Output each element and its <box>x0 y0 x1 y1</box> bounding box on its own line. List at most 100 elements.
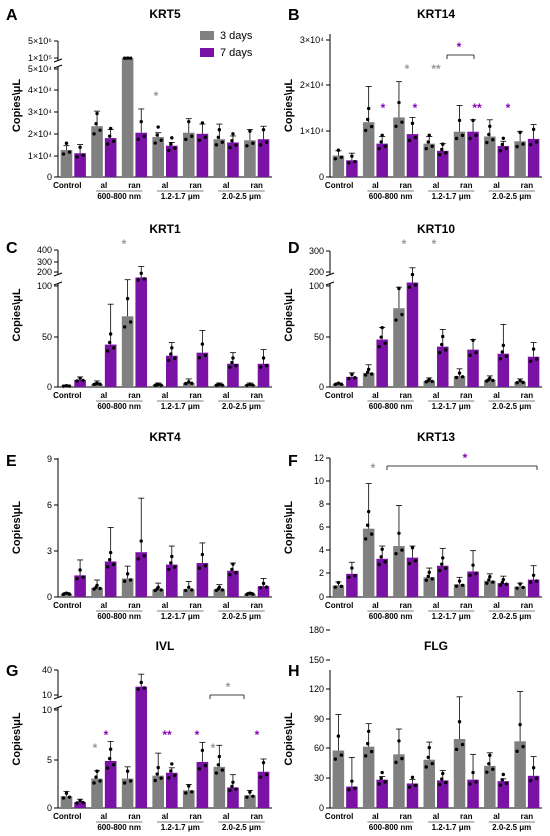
bar-3-days <box>91 126 103 177</box>
data-point <box>107 340 112 345</box>
bar-7-days <box>376 143 388 177</box>
axis-break-mark <box>53 695 63 700</box>
data-point <box>353 786 357 790</box>
data-point <box>485 770 489 774</box>
y-tick-label: 90 <box>314 714 324 724</box>
data-point <box>67 150 72 154</box>
significance-star: * <box>255 728 260 742</box>
data-point <box>264 363 269 368</box>
x-group-label: 600-800 nm <box>369 823 413 832</box>
data-point <box>397 739 401 743</box>
y-tick-label: 200 <box>37 267 52 277</box>
data-point <box>501 772 506 777</box>
data-point <box>248 382 252 387</box>
data-point <box>170 346 174 350</box>
data-point <box>122 579 127 583</box>
bar-7-days <box>135 132 148 177</box>
bar-3-days <box>91 778 103 808</box>
legend-label: 3 days <box>220 30 253 42</box>
bar-3-days <box>332 750 345 808</box>
bar-7-days <box>227 787 239 808</box>
x-tick-label: al <box>493 812 500 821</box>
y-tick-label: 120 <box>309 684 324 694</box>
data-point <box>468 353 472 357</box>
x-tick-label: al <box>101 812 108 821</box>
x-group-label: 600-800 nm <box>369 402 413 411</box>
data-point <box>424 146 428 151</box>
significance-star: * <box>122 237 127 251</box>
significance-star: * <box>381 101 386 115</box>
bar-7-days <box>376 779 388 808</box>
data-point <box>333 382 338 387</box>
x-tick-label: ran <box>399 601 412 610</box>
bar-3-days <box>91 587 103 597</box>
data-point <box>366 729 371 734</box>
data-point <box>173 773 177 778</box>
data-point <box>460 375 465 379</box>
data-point <box>377 562 381 567</box>
data-point <box>122 325 127 329</box>
bar-7-days <box>196 761 209 808</box>
data-point <box>379 555 383 559</box>
data-point <box>350 566 354 570</box>
data-point <box>167 776 171 780</box>
data-point <box>167 148 171 153</box>
x-tick-label: ran <box>128 391 141 400</box>
data-point <box>468 573 472 578</box>
bar-7-days <box>497 353 510 387</box>
y-tick-label: 9 <box>47 454 52 464</box>
significance-star: ** <box>472 101 482 115</box>
data-point <box>105 766 110 770</box>
data-point <box>427 745 431 750</box>
bar-3-days <box>484 136 496 177</box>
data-point <box>248 591 252 595</box>
data-point <box>258 586 263 590</box>
x-tick-label: al <box>372 601 379 610</box>
x-tick-label: al <box>433 181 440 190</box>
panel-title: KRT5 <box>149 7 181 21</box>
x-tick-label: Control <box>325 181 353 190</box>
x-tick-label: ran <box>521 812 534 821</box>
y-tick-label: 1×10⁵ <box>28 53 52 63</box>
data-point <box>159 776 163 780</box>
data-point <box>394 760 398 765</box>
bar-7-days <box>437 346 449 387</box>
data-point <box>350 372 354 377</box>
data-point <box>468 782 472 786</box>
bar-7-days <box>406 134 419 177</box>
data-point <box>217 754 222 759</box>
data-point <box>521 744 525 749</box>
data-point <box>531 766 536 770</box>
bar-7-days <box>135 686 148 808</box>
data-point <box>427 133 431 137</box>
data-point <box>95 111 99 116</box>
significance-star: * <box>211 741 216 755</box>
bar-7-days <box>527 356 540 387</box>
panel-title: FLG <box>424 639 448 653</box>
data-point <box>534 140 539 144</box>
data-point <box>187 784 191 788</box>
y-tick-label: 200 <box>309 267 324 277</box>
data-point <box>394 318 398 322</box>
data-point <box>220 383 225 387</box>
data-point <box>444 566 448 570</box>
data-point <box>413 283 418 287</box>
data-point <box>377 344 381 349</box>
data-point <box>228 572 232 577</box>
data-point <box>234 571 238 575</box>
data-point <box>64 791 69 795</box>
y-tick-label: 5×10⁶ <box>28 36 52 46</box>
bar-3-days <box>182 132 195 177</box>
bar-3-days <box>332 585 345 597</box>
data-point <box>491 378 495 383</box>
data-point <box>336 148 341 152</box>
bar-7-days <box>196 352 209 387</box>
data-point <box>231 132 235 136</box>
x-tick-label: al <box>223 391 230 400</box>
data-point <box>261 581 266 586</box>
data-point <box>94 382 98 386</box>
data-point <box>501 577 506 582</box>
data-point <box>107 134 112 138</box>
x-tick-label: ran <box>128 181 141 190</box>
panel-E: E KRT4 Copies\μL 0 3 6 9 Control al ran al ran al ran… <box>6 430 272 621</box>
